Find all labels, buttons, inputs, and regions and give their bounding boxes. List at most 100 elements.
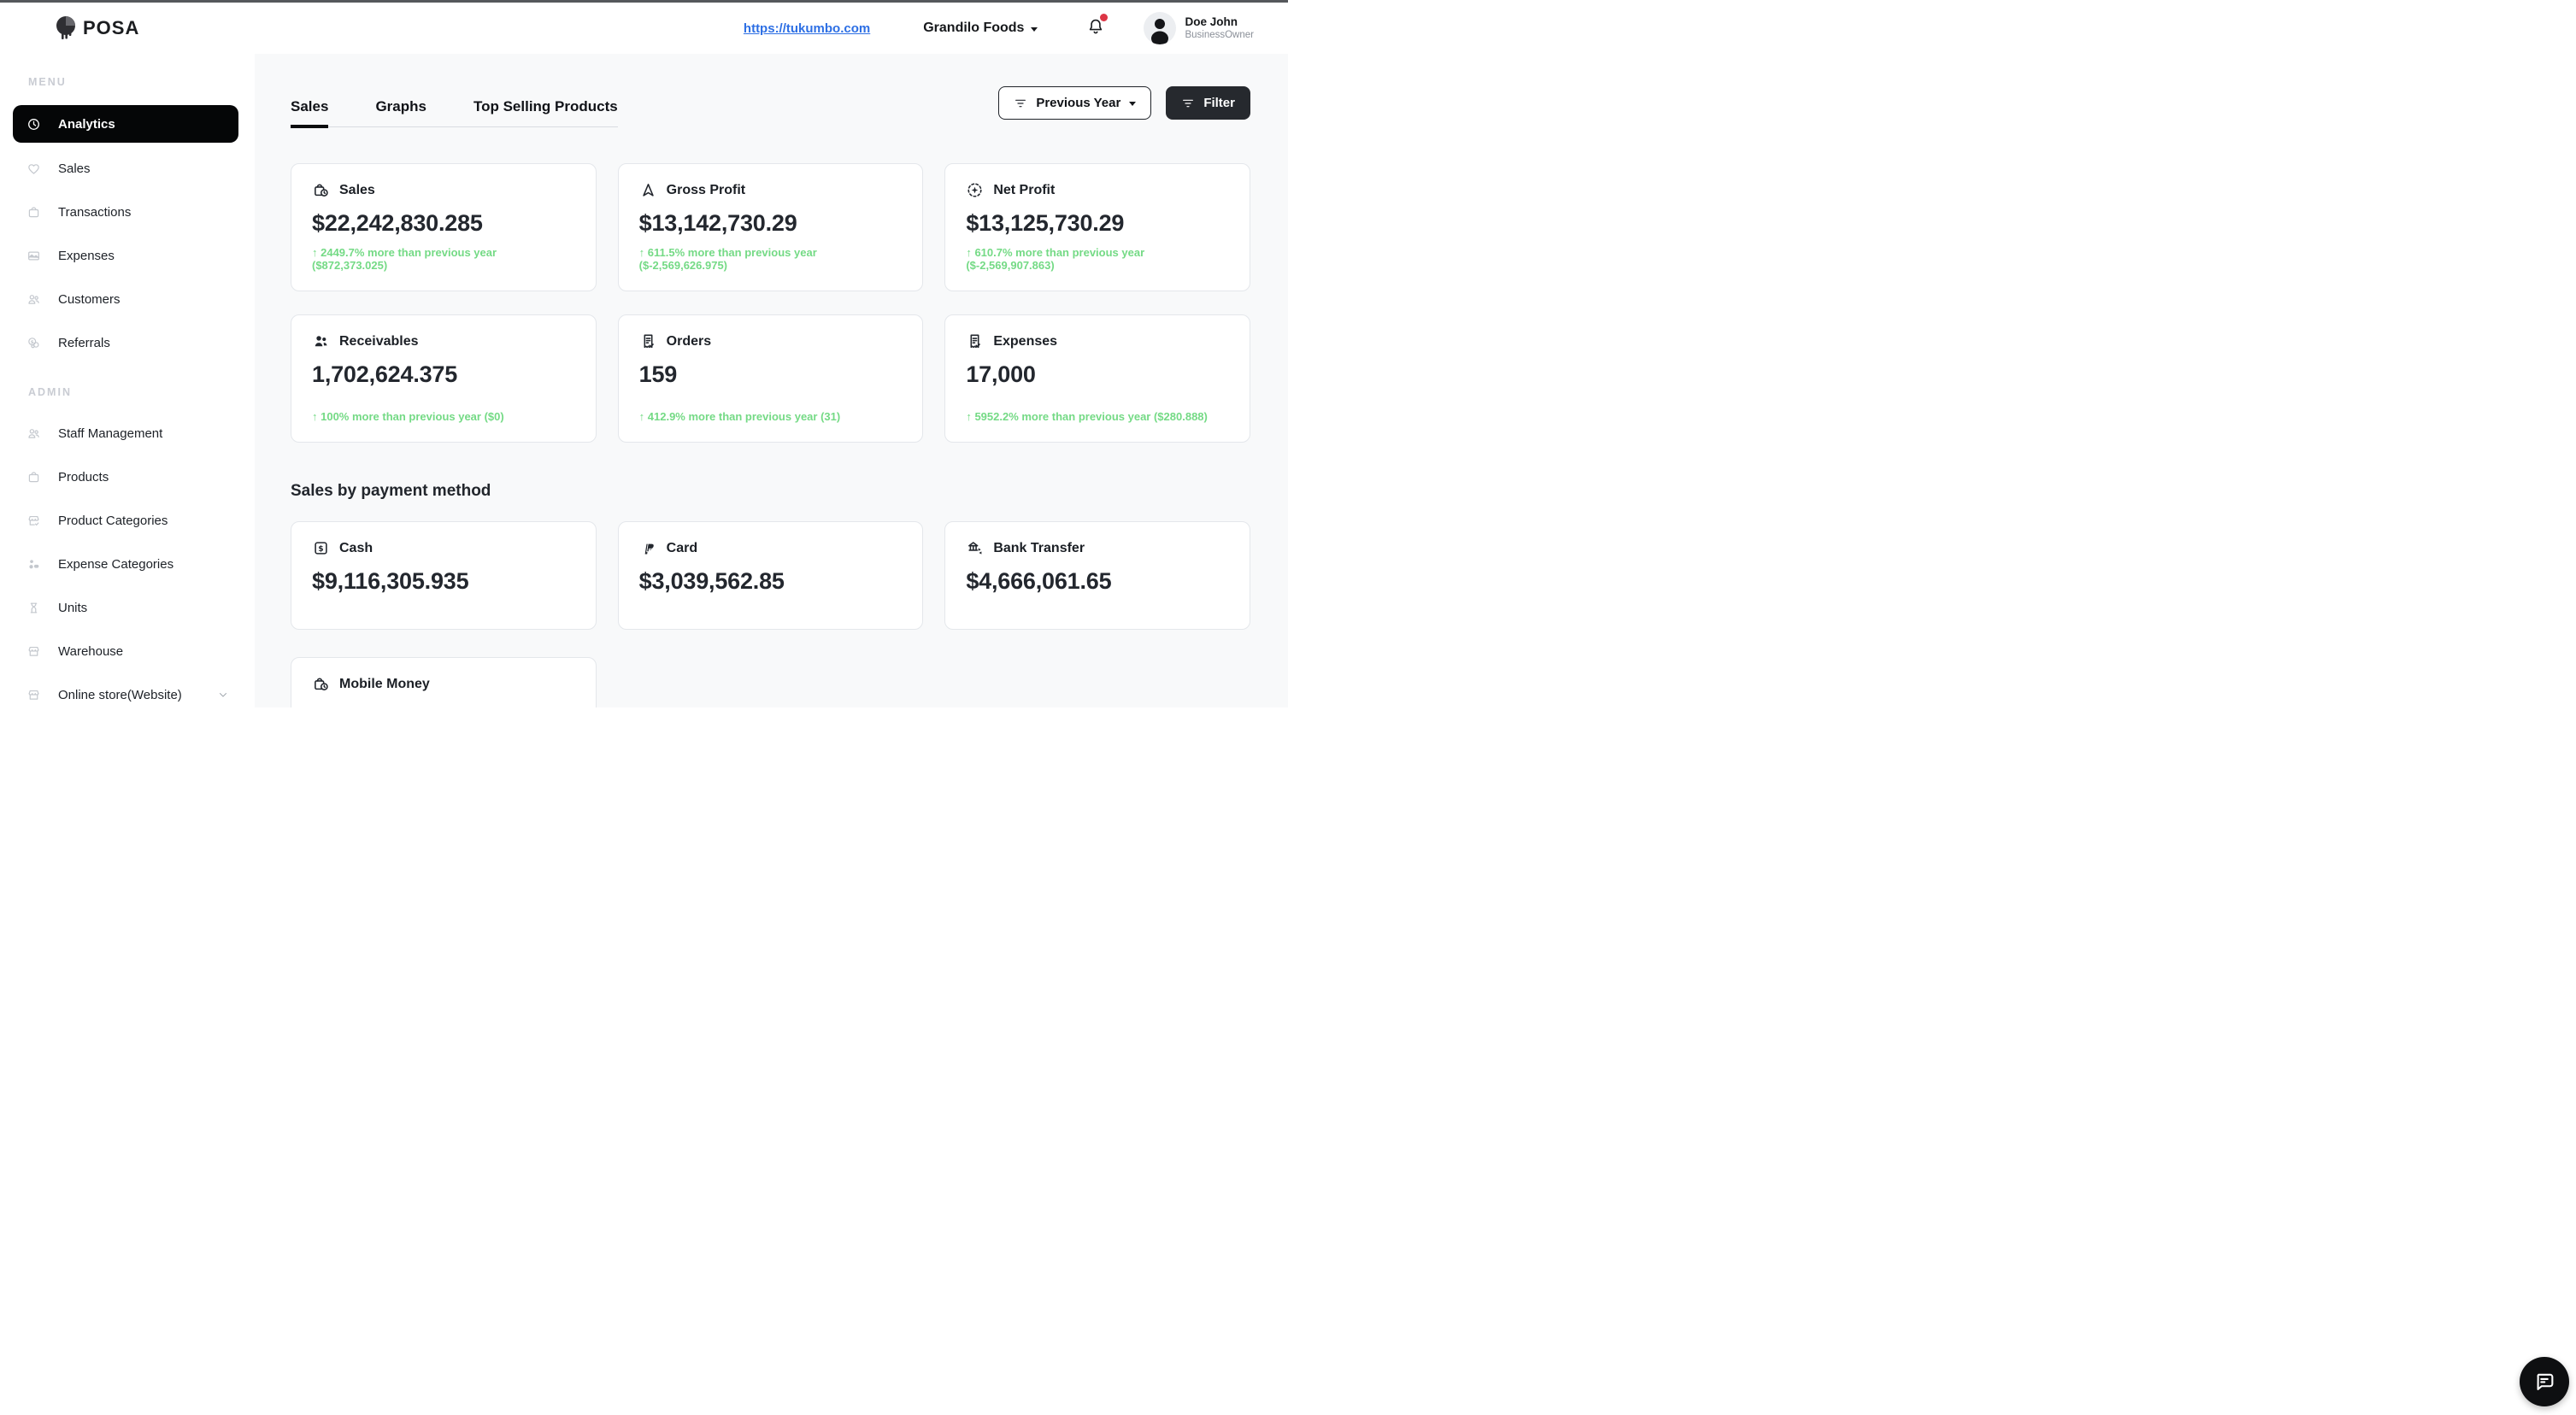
stat-card-title: Sales [339,183,375,198]
stat-card-title: Receivables [339,334,419,349]
chat-bubble-icon [2532,1370,2556,1394]
clock-icon [26,117,41,132]
receipt-check-icon [639,332,657,350]
sidebar-item-referrals[interactable]: $ Referrals [0,325,255,361]
tab-top-selling-products[interactable]: Top Selling Products [473,98,618,126]
sidebar-item-expenses[interactable]: Expenses [0,238,255,273]
cash-coin-icon: $ [26,336,41,350]
notifications-button[interactable] [1085,16,1106,41]
payment-card-title: Card [667,541,697,556]
stat-card-value: $13,142,730.29 [639,210,903,237]
paypal-icon [639,539,657,557]
sidebar-item-sales[interactable]: Sales [0,150,255,186]
store-icon [26,644,41,659]
sidebar-item-label: Transactions [58,205,131,220]
stat-card-value: 1,702,624.375 [312,361,575,388]
sidebar-item-label: Expense Categories [58,557,173,572]
picture-icon [26,249,41,263]
filter-button-label: Filter [1203,96,1235,110]
sidebar-item-analytics[interactable]: Analytics [13,105,238,143]
shopping-bag-icon [26,470,41,484]
sidebar-item-customers[interactable]: Customers [0,281,255,317]
payment-card-mobile-money: Mobile Money $ [291,657,597,708]
sidebar-item-expense-categories[interactable]: Expense Categories [0,546,255,582]
tab-sales[interactable]: Sales [291,98,328,126]
stat-cards-grid: Sales $22,242,830.285 ↑ 2449.7% more tha… [291,163,1250,443]
bag-clock-icon [312,181,330,199]
sidebar-item-products[interactable]: Products [0,459,255,495]
store-website-link[interactable]: https://tukumbo.com [744,21,870,36]
period-select-button[interactable]: Previous Year [998,86,1151,120]
section-title-payment-methods: Sales by payment method [291,482,1250,501]
filter-button[interactable]: Filter [1166,86,1250,120]
shapes-icon [26,557,41,572]
svg-text:$: $ [318,544,323,554]
sidebar-item-warehouse[interactable]: Warehouse [0,633,255,669]
stat-card-sales: Sales $22,242,830.285 ↑ 2449.7% more tha… [291,163,597,291]
receipt-check-icon [966,332,984,350]
users-icon [312,332,330,350]
payment-card-value: $3,039,562.85 [639,568,903,595]
sidebar-item-label: Customers [58,292,121,307]
payment-card-title: Bank Transfer [993,541,1085,556]
payment-card-value: $4,666,061.65 [966,568,1229,595]
stat-card-delta: ↑ 2449.7% more than previous year ($872,… [312,246,575,273]
user-name: Doe John [1185,15,1254,30]
users-icon [26,426,41,441]
header: POSA https://tukumbo.com Grandilo Foods … [0,3,1288,54]
posa-logo-icon [55,15,77,41]
sidebar-item-units[interactable]: Units [0,590,255,625]
chat-support-button[interactable] [2520,1357,2569,1406]
stat-card-net-profit: Net Profit $13,125,730.29 ↑ 610.7% more … [944,163,1250,291]
sidebar-section-menu: MENU [0,76,255,88]
bank-transfer-icon [966,539,984,557]
toolbar-actions: Previous Year Filter [998,86,1250,120]
stat-card-orders: Orders 159 ↑ 412.9% more than previous y… [618,314,924,443]
stat-card-delta: ↑ 610.7% more than previous year ($-2,56… [966,246,1229,273]
tab-graphs[interactable]: Graphs [375,98,426,126]
sidebar-item-label: Products [58,470,109,484]
shopping-bag-icon [26,205,41,220]
stat-card-title: Orders [667,334,711,349]
users-icon [26,292,41,307]
payment-card-title: Mobile Money [339,677,430,692]
stat-card-delta: ↑ 5952.2% more than previous year ($280.… [966,410,1229,425]
payment-card-bank-transfer: Bank Transfer $4,666,061.65 [944,521,1250,630]
stat-card-expenses: Expenses 17,000 ↑ 5952.2% more than prev… [944,314,1250,443]
chevron-down-icon [1031,27,1038,32]
stat-card-title: Gross Profit [667,183,745,198]
stat-card-delta: ↑ 412.9% more than previous year (31) [639,410,903,425]
sidebar: MENU Analytics Sales Transactions Expens… [0,54,255,708]
user-menu[interactable]: Doe John BusinessOwner [1144,12,1254,44]
business-selector[interactable]: Grandilo Foods [923,21,1038,36]
sidebar-item-label: Product Categories [58,514,168,528]
toolbar: Sales Graphs Top Selling Products Previo… [291,86,1250,127]
sidebar-item-online-store[interactable]: Online store(Website) [0,677,255,713]
stat-card-title: Net Profit [993,183,1055,198]
chevron-down-icon [217,689,229,701]
payment-card-value: $ [312,704,575,708]
stat-card-delta: ↑ 100% more than previous year ($0) [312,410,575,425]
notification-badge [1100,14,1108,21]
payment-cards-grid: $ Cash $9,116,305.935 Card $3,039,562.85 [291,521,1250,630]
sidebar-item-label: Sales [58,161,91,176]
avatar [1144,12,1176,44]
main-content: Sales Graphs Top Selling Products Previo… [255,54,1288,708]
stat-card-value: $13,125,730.29 [966,210,1229,237]
sidebar-item-label: Expenses [58,249,115,263]
hourglass-icon [26,601,41,615]
dollar-square-icon: $ [312,539,330,557]
sidebar-item-label: Units [58,601,87,615]
arrow-up-icon [639,181,657,199]
app-logo: POSA [55,15,139,41]
sidebar-item-transactions[interactable]: Transactions [0,194,255,230]
sidebar-item-product-categories[interactable]: Product Categories [0,502,255,538]
sidebar-item-staff-management[interactable]: Staff Management [0,415,255,451]
business-name: Grandilo Foods [923,21,1024,36]
store-icon [26,688,41,702]
sidebar-item-label: Referrals [58,336,110,350]
stat-card-delta: ↑ 611.5% more than previous year ($-2,56… [639,246,903,273]
tab-bar: Sales Graphs Top Selling Products [291,98,618,127]
sidebar-item-label: Analytics [58,117,115,132]
sidebar-item-label: Warehouse [58,644,123,659]
